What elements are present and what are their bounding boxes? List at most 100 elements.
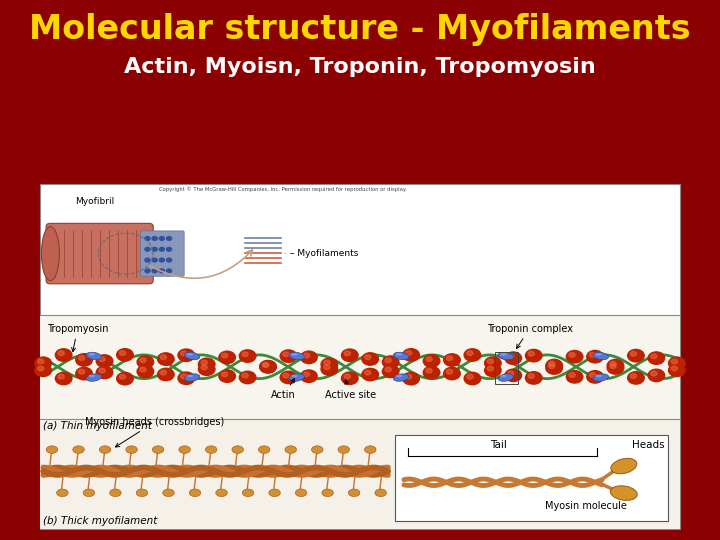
Ellipse shape	[99, 446, 111, 454]
Circle shape	[117, 349, 133, 361]
Text: Actin: Actin	[271, 379, 296, 400]
Circle shape	[55, 372, 72, 384]
Ellipse shape	[83, 489, 94, 497]
Circle shape	[152, 269, 157, 273]
Circle shape	[283, 373, 289, 378]
Ellipse shape	[292, 353, 298, 356]
Ellipse shape	[498, 352, 513, 360]
Ellipse shape	[375, 489, 387, 497]
Circle shape	[137, 356, 153, 368]
Text: Myosin heads (crossbridges): Myosin heads (crossbridges)	[84, 417, 224, 447]
Ellipse shape	[186, 353, 193, 356]
Circle shape	[423, 366, 440, 379]
Circle shape	[385, 367, 392, 372]
Circle shape	[671, 366, 678, 371]
Ellipse shape	[42, 227, 60, 281]
Circle shape	[628, 372, 644, 384]
Ellipse shape	[498, 374, 513, 381]
Circle shape	[464, 372, 481, 384]
FancyBboxPatch shape	[40, 184, 680, 529]
Circle shape	[239, 371, 256, 383]
Circle shape	[58, 374, 64, 379]
Circle shape	[668, 364, 685, 376]
Circle shape	[487, 359, 493, 363]
Circle shape	[201, 360, 207, 365]
Circle shape	[222, 353, 228, 358]
Circle shape	[505, 369, 521, 382]
Circle shape	[526, 372, 542, 384]
Circle shape	[587, 370, 603, 383]
Text: Actin, Myoisn, Troponin, Tropomyosin: Actin, Myoisn, Troponin, Tropomyosin	[124, 57, 596, 77]
Ellipse shape	[393, 352, 409, 360]
Circle shape	[280, 371, 297, 383]
Circle shape	[362, 368, 379, 381]
Circle shape	[161, 355, 166, 360]
Circle shape	[341, 372, 358, 384]
FancyBboxPatch shape	[395, 435, 667, 521]
Circle shape	[152, 237, 157, 240]
Ellipse shape	[338, 446, 349, 454]
Ellipse shape	[322, 489, 333, 497]
Ellipse shape	[593, 352, 608, 360]
Circle shape	[426, 368, 432, 373]
Ellipse shape	[179, 446, 190, 454]
Ellipse shape	[285, 446, 297, 454]
Circle shape	[96, 366, 113, 379]
Text: (b) Thick myofilament: (b) Thick myofilament	[43, 516, 158, 526]
Circle shape	[610, 361, 616, 366]
Circle shape	[628, 349, 644, 362]
Circle shape	[145, 237, 150, 240]
Ellipse shape	[109, 489, 121, 497]
Ellipse shape	[289, 352, 305, 360]
Ellipse shape	[611, 486, 637, 501]
Circle shape	[382, 365, 399, 377]
Ellipse shape	[57, 489, 68, 497]
Ellipse shape	[189, 489, 201, 497]
Circle shape	[219, 351, 235, 363]
Circle shape	[242, 352, 248, 356]
Circle shape	[444, 354, 460, 366]
Text: – Myofilaments: – Myofilaments	[290, 249, 359, 258]
Circle shape	[341, 349, 358, 361]
Circle shape	[648, 352, 665, 365]
Circle shape	[344, 351, 351, 356]
Ellipse shape	[153, 446, 164, 454]
Circle shape	[96, 355, 113, 367]
Circle shape	[385, 358, 392, 363]
Circle shape	[137, 365, 153, 377]
Circle shape	[467, 374, 473, 379]
Circle shape	[178, 372, 194, 384]
Circle shape	[630, 374, 636, 379]
Circle shape	[181, 374, 187, 379]
Ellipse shape	[595, 375, 602, 377]
Text: (a) Thin myofilament: (a) Thin myofilament	[43, 421, 152, 431]
Circle shape	[301, 351, 318, 363]
Circle shape	[569, 353, 575, 357]
Circle shape	[178, 349, 194, 361]
Circle shape	[444, 367, 460, 380]
Circle shape	[145, 258, 150, 262]
Circle shape	[382, 356, 399, 368]
Circle shape	[671, 359, 678, 364]
Circle shape	[199, 363, 215, 375]
Circle shape	[76, 354, 92, 366]
Ellipse shape	[295, 489, 307, 497]
Text: Myosin molecule: Myosin molecule	[545, 501, 627, 511]
Circle shape	[99, 368, 105, 373]
Circle shape	[35, 357, 52, 369]
Circle shape	[280, 350, 297, 362]
Circle shape	[426, 357, 432, 361]
Circle shape	[505, 352, 521, 365]
Circle shape	[587, 350, 603, 363]
Circle shape	[405, 374, 412, 379]
Circle shape	[549, 361, 555, 366]
Circle shape	[37, 359, 44, 364]
Ellipse shape	[184, 352, 200, 360]
Circle shape	[321, 363, 338, 375]
Circle shape	[222, 372, 228, 376]
Circle shape	[402, 349, 419, 361]
Circle shape	[464, 349, 481, 361]
Ellipse shape	[364, 446, 376, 454]
Ellipse shape	[500, 375, 507, 377]
Circle shape	[166, 247, 171, 251]
